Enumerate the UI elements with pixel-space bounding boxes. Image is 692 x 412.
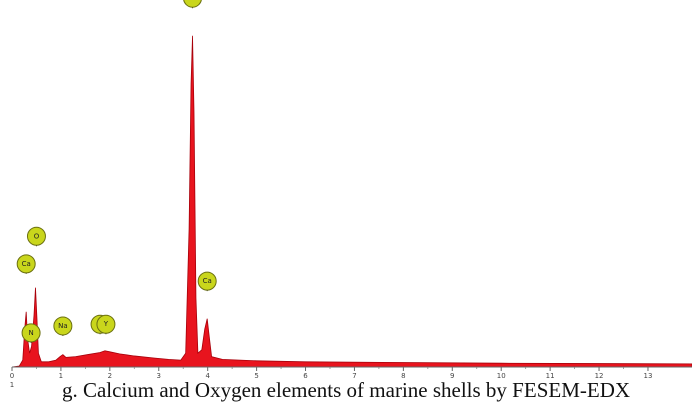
x-tick-label: 5 — [254, 372, 258, 380]
x-tick-label: 11 — [546, 372, 555, 380]
peak-label-text: N — [28, 329, 33, 337]
peak-label-ca: Ca — [16, 254, 36, 274]
x-tick-label: 3 — [157, 372, 161, 380]
x-tick-label: 9 — [450, 372, 454, 380]
spectrum-area-layer — [11, 35, 692, 368]
x-tick-label: 6 — [303, 372, 308, 380]
peak-label-badge — [53, 316, 73, 336]
x-tick-label: 0 — [10, 372, 14, 380]
peak-label-text: Y — [103, 320, 109, 328]
x-tick-label: 1 — [59, 372, 63, 380]
x-axis: 0 1 2 3 4 5 6 7 8 9 10 11 12 13 — [10, 366, 692, 380]
peak-label-badge — [21, 323, 41, 343]
peak-label-na: Na — [53, 316, 73, 336]
extra-tick-label: 1 — [10, 381, 14, 389]
peak-label-n: N — [21, 323, 41, 343]
x-tick-label: 7 — [352, 372, 356, 380]
x-tick-label: 4 — [205, 372, 210, 380]
peak-label-badge — [26, 226, 46, 246]
peak-label-text: Ca — [203, 277, 212, 285]
figure-caption: g. Calcium and Oxygen elements of marine… — [61, 378, 631, 402]
x-tick-label: 13 — [644, 372, 653, 380]
peak-labels-layer: CaONNaCYCaCa — [16, 0, 217, 343]
peak-label-o: O — [26, 226, 46, 247]
x-tick-label: 12 — [595, 372, 604, 380]
peak-label-badge — [96, 314, 116, 334]
peak-label-text: Ca — [188, 0, 197, 2]
peak-label-badge — [197, 271, 217, 291]
x-tick-label: 8 — [401, 372, 405, 380]
peak-label-badge — [16, 254, 36, 274]
peak-label-text: O — [34, 232, 40, 240]
peak-label-ca: Ca — [183, 0, 202, 9]
x-tick-label: 2 — [108, 372, 112, 380]
peak-label-ca: Ca — [197, 271, 217, 292]
spectrum-series-area — [11, 35, 692, 368]
peak-label-text: Na — [58, 322, 68, 330]
peak-label-y: Y — [96, 314, 116, 335]
peak-label-text: Ca — [22, 260, 31, 268]
peak-label-badge — [183, 0, 202, 8]
x-tick-label: 10 — [497, 372, 506, 380]
